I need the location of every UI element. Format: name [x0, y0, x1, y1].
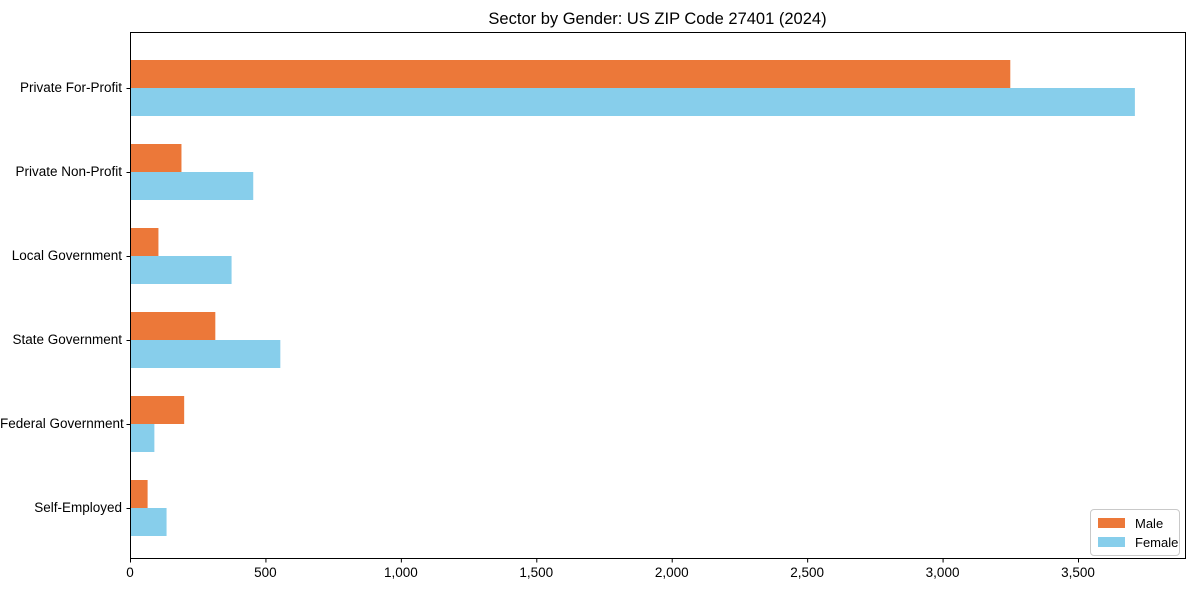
x-tick-label: 500	[254, 565, 277, 580]
bar-male-4	[131, 396, 185, 424]
legend-label-male: Male	[1135, 515, 1164, 531]
bar-female-3	[131, 340, 281, 368]
bar-female-1	[131, 172, 254, 200]
bar-male-5	[131, 480, 148, 508]
bar-male-2	[131, 228, 159, 256]
y-tick-label: Local Government	[11, 248, 122, 263]
legend-entry-female: Female	[1098, 535, 1178, 550]
x-tick-label: 1,000	[383, 565, 418, 580]
x-tick-label: 3,000	[925, 565, 960, 580]
plot-area	[130, 32, 1186, 559]
x-tick-label: 2,500	[790, 565, 825, 580]
x-tick-label: 0	[126, 565, 134, 580]
y-tick-label: State Government	[12, 332, 122, 347]
bar-male-3	[131, 312, 216, 340]
x-tick-label: 2,000	[654, 565, 689, 580]
chart-title: Sector by Gender: US ZIP Code 27401 (202…	[488, 10, 827, 28]
y-tick-label: Federal Government	[0, 416, 124, 431]
bar-male-1	[131, 144, 182, 172]
y-tick-label: Private Non-Profit	[15, 164, 122, 179]
x-tick-label: 3,500	[1061, 565, 1095, 580]
bar-female-4	[131, 424, 155, 452]
bar-female-5	[131, 508, 167, 536]
bar-female-2	[131, 256, 232, 284]
legend-entry-male: Male	[1098, 516, 1172, 531]
legend-swatch-male-icon	[1098, 518, 1125, 528]
y-tick-label: Private For-Profit	[19, 80, 122, 95]
y-tick-label: Self-Employed	[34, 500, 122, 515]
bar-female-0	[131, 88, 1135, 116]
bar-male-0	[131, 60, 1011, 88]
x-tick-label: 1,500	[519, 565, 554, 580]
legend: Male Female	[1090, 509, 1180, 556]
legend-swatch-female-icon	[1098, 537, 1125, 547]
legend-label-female: Female	[1135, 534, 1179, 550]
